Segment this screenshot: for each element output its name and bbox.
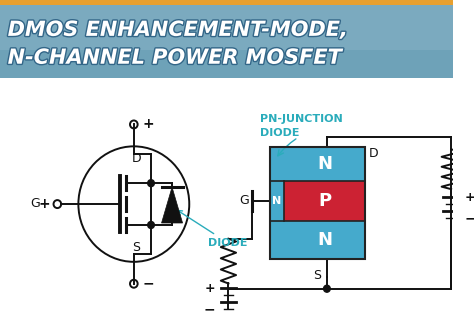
Text: +: + <box>465 190 474 204</box>
Text: S: S <box>132 241 140 254</box>
FancyBboxPatch shape <box>0 5 453 78</box>
Text: −: − <box>465 211 474 225</box>
Text: N-CHANNEL POWER MOSFET: N-CHANNEL POWER MOSFET <box>8 48 342 68</box>
Text: D: D <box>132 152 142 165</box>
Text: N: N <box>318 155 332 173</box>
Text: DMOS ENHANCEMENT-MODE,: DMOS ENHANCEMENT-MODE, <box>8 20 348 40</box>
Text: +: + <box>142 117 154 131</box>
Polygon shape <box>162 187 182 223</box>
Text: P: P <box>319 192 331 210</box>
Text: −: − <box>203 302 215 316</box>
Text: G: G <box>30 197 40 210</box>
Circle shape <box>324 285 330 292</box>
FancyBboxPatch shape <box>0 50 453 78</box>
Text: N: N <box>272 196 282 206</box>
Text: N: N <box>318 231 332 249</box>
FancyBboxPatch shape <box>270 147 365 181</box>
Text: −: − <box>142 277 154 291</box>
Text: PN-JUNCTION: PN-JUNCTION <box>260 114 343 124</box>
FancyBboxPatch shape <box>270 221 365 259</box>
Text: +: + <box>204 282 215 295</box>
Text: D: D <box>369 147 379 160</box>
Text: S: S <box>313 269 321 282</box>
Text: +: + <box>38 197 50 211</box>
Text: DIODE: DIODE <box>260 128 300 138</box>
Circle shape <box>148 222 155 228</box>
Text: G: G <box>239 194 249 207</box>
Circle shape <box>148 180 155 187</box>
FancyBboxPatch shape <box>270 181 284 221</box>
FancyBboxPatch shape <box>0 78 453 317</box>
FancyBboxPatch shape <box>0 0 453 5</box>
Text: DIODE: DIODE <box>178 211 248 248</box>
FancyBboxPatch shape <box>270 181 365 221</box>
